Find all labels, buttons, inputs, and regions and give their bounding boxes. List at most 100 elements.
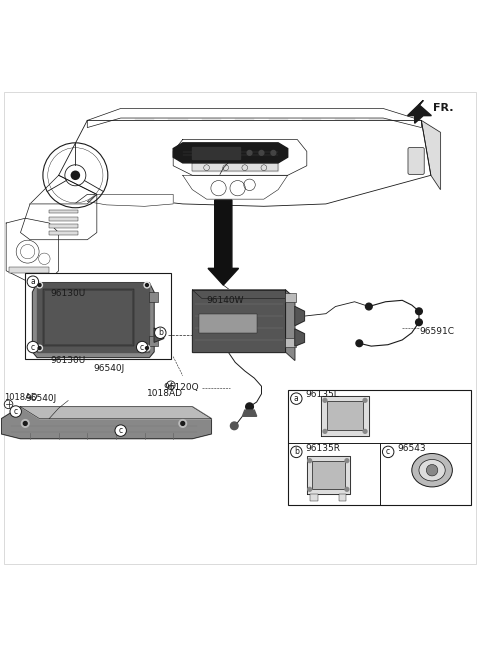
FancyBboxPatch shape <box>408 148 424 174</box>
Text: 96130U: 96130U <box>50 356 86 365</box>
Polygon shape <box>30 175 97 233</box>
Bar <box>49 210 78 213</box>
Bar <box>312 461 345 489</box>
Circle shape <box>24 422 27 425</box>
Text: 96540J: 96540J <box>25 394 57 403</box>
Bar <box>49 231 78 235</box>
Circle shape <box>38 283 41 287</box>
Polygon shape <box>1 407 211 439</box>
Circle shape <box>290 446 302 458</box>
Polygon shape <box>192 290 285 352</box>
Circle shape <box>10 406 22 417</box>
Polygon shape <box>33 283 154 358</box>
Circle shape <box>22 420 29 427</box>
Ellipse shape <box>412 453 452 487</box>
Circle shape <box>345 459 349 462</box>
Bar <box>327 401 363 430</box>
Bar <box>288 390 471 504</box>
Circle shape <box>136 341 148 353</box>
Circle shape <box>290 393 302 404</box>
Bar <box>199 314 257 333</box>
Circle shape <box>383 446 394 458</box>
Text: 96140W: 96140W <box>206 296 244 305</box>
Text: 96135R: 96135R <box>306 443 341 453</box>
Circle shape <box>363 430 367 433</box>
Text: b: b <box>294 447 299 457</box>
Text: a: a <box>294 394 299 403</box>
Circle shape <box>247 150 252 155</box>
Polygon shape <box>242 410 257 417</box>
Circle shape <box>271 150 276 155</box>
Polygon shape <box>173 140 307 175</box>
Text: 1018AD: 1018AD <box>4 393 37 401</box>
Polygon shape <box>295 306 304 325</box>
Circle shape <box>144 345 150 351</box>
Polygon shape <box>183 175 288 199</box>
Circle shape <box>365 303 372 310</box>
Polygon shape <box>421 121 441 190</box>
Bar <box>49 216 78 220</box>
Text: 1018AD: 1018AD <box>147 389 183 398</box>
Circle shape <box>27 276 38 287</box>
Circle shape <box>345 487 349 491</box>
Bar <box>285 338 296 347</box>
Text: c: c <box>31 342 35 352</box>
Text: 96540J: 96540J <box>93 364 124 373</box>
Polygon shape <box>59 121 431 206</box>
Polygon shape <box>87 194 173 206</box>
Ellipse shape <box>419 459 445 481</box>
Bar <box>25 273 171 359</box>
Text: b: b <box>158 328 163 337</box>
Polygon shape <box>208 200 239 285</box>
Polygon shape <box>37 283 149 352</box>
Circle shape <box>426 464 438 476</box>
Circle shape <box>416 308 422 315</box>
Bar <box>49 224 78 228</box>
Text: c: c <box>119 426 123 435</box>
Circle shape <box>356 340 363 346</box>
Circle shape <box>36 345 42 351</box>
Circle shape <box>27 341 38 353</box>
Circle shape <box>259 150 264 155</box>
Circle shape <box>179 420 187 427</box>
Bar <box>149 292 158 302</box>
Circle shape <box>308 487 312 491</box>
Circle shape <box>145 283 148 287</box>
Text: c: c <box>140 342 144 352</box>
Polygon shape <box>408 100 432 123</box>
Polygon shape <box>6 218 59 280</box>
Bar <box>339 494 347 501</box>
Bar <box>9 268 49 273</box>
Polygon shape <box>173 143 288 163</box>
Polygon shape <box>192 290 295 298</box>
Polygon shape <box>285 290 295 360</box>
Polygon shape <box>192 163 278 171</box>
Text: c: c <box>13 407 18 416</box>
Text: 96120Q: 96120Q <box>164 383 199 392</box>
Text: FR.: FR. <box>433 102 454 113</box>
Circle shape <box>308 459 312 462</box>
Text: 96130U: 96130U <box>50 289 86 298</box>
Text: 96543: 96543 <box>398 443 426 453</box>
Bar <box>192 147 240 159</box>
Circle shape <box>323 398 327 402</box>
Circle shape <box>36 282 42 288</box>
Polygon shape <box>295 329 304 346</box>
Circle shape <box>38 346 41 350</box>
Polygon shape <box>21 194 97 239</box>
Circle shape <box>145 346 148 350</box>
Bar <box>45 291 132 344</box>
Polygon shape <box>21 407 211 419</box>
Bar <box>285 293 296 302</box>
Circle shape <box>71 171 80 180</box>
Circle shape <box>155 327 166 338</box>
Bar <box>149 336 158 346</box>
Text: 96135L: 96135L <box>306 390 340 400</box>
Circle shape <box>246 403 253 411</box>
Text: 96591C: 96591C <box>419 327 454 337</box>
Text: c: c <box>386 447 390 457</box>
Circle shape <box>363 398 367 402</box>
Polygon shape <box>87 108 421 127</box>
Polygon shape <box>307 456 350 494</box>
Bar <box>310 494 318 501</box>
